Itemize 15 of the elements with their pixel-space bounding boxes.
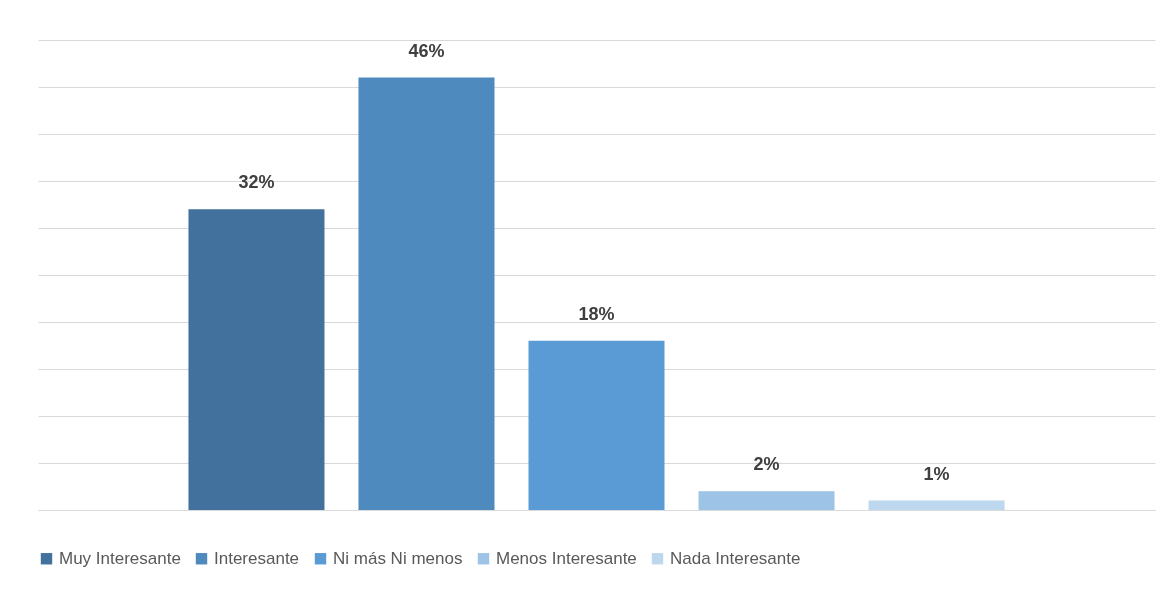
legend-label: Ni más Ni menos	[333, 548, 463, 568]
legend-label: Nada Interesante	[670, 548, 801, 568]
data-label: 46%	[408, 40, 445, 61]
data-label: 2%	[753, 454, 780, 475]
legend-label: Menos Interesante	[496, 548, 637, 568]
bar	[188, 209, 325, 510]
bar	[528, 340, 665, 510]
legend-label: Interesante	[214, 548, 300, 568]
bar	[868, 500, 1005, 510]
bar	[358, 77, 495, 510]
data-label: 1%	[923, 463, 950, 484]
data-label: 18%	[578, 303, 615, 324]
bar	[698, 491, 835, 510]
legend-label: Muy Interesante	[59, 548, 181, 568]
data-label: 32%	[238, 172, 275, 193]
